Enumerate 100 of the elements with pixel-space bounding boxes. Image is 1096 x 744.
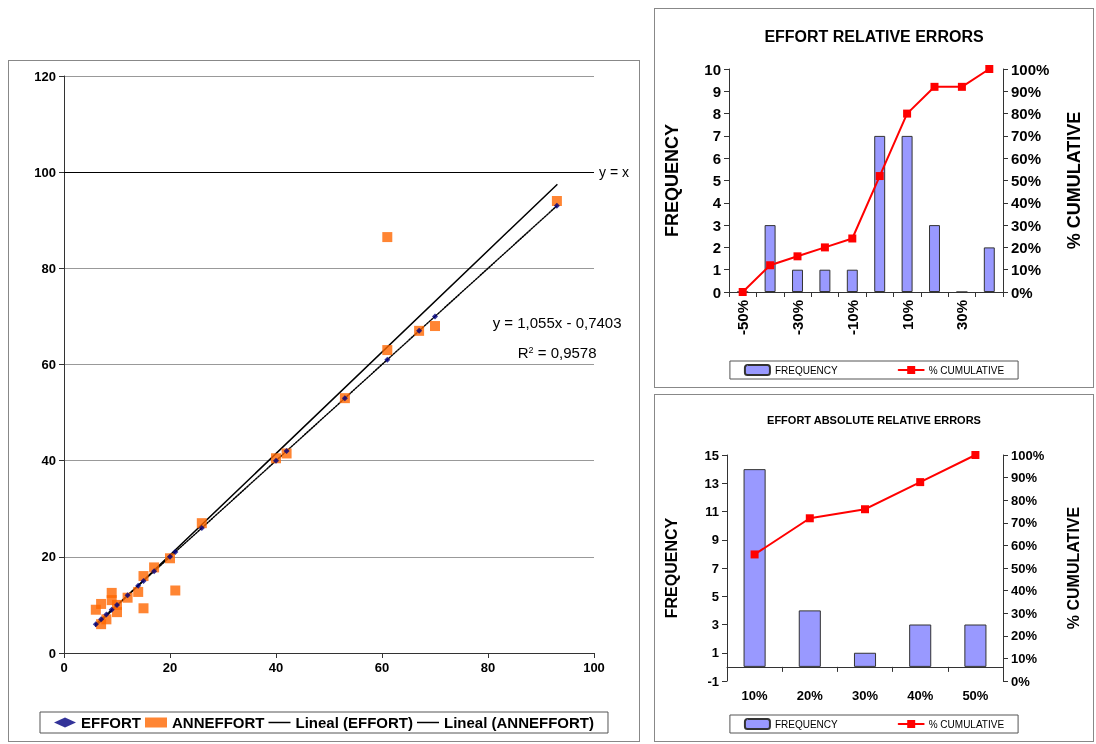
y-tick-label: 1 bbox=[711, 645, 719, 661]
y-tick-label: 120 bbox=[34, 68, 56, 84]
x-tick-label: 80 bbox=[480, 660, 496, 675]
legend-label: Lineal (EFFORT) bbox=[295, 714, 413, 731]
y-tick-label: 5 bbox=[712, 172, 721, 189]
point bbox=[432, 313, 438, 320]
point bbox=[151, 568, 158, 575]
y-tick-label: 11 bbox=[705, 504, 719, 519]
point bbox=[138, 603, 149, 614]
x-tick-label: 30% bbox=[953, 300, 971, 331]
x-tick-label: 10% bbox=[741, 688, 769, 703]
point bbox=[92, 621, 99, 628]
point bbox=[430, 321, 440, 332]
point bbox=[384, 356, 391, 363]
y2-tick-label: 20% bbox=[1011, 628, 1038, 644]
y2-tick-label: 10% bbox=[1011, 261, 1042, 279]
y2-tick-label: 90% bbox=[1011, 470, 1038, 486]
y-tick-label: 0 bbox=[712, 283, 721, 301]
y2-tick-label: 80% bbox=[1011, 492, 1038, 508]
point bbox=[805, 514, 814, 523]
y2-tick-label: 50% bbox=[1011, 560, 1038, 576]
y-tick-label: 20 bbox=[41, 549, 56, 565]
point bbox=[138, 571, 149, 582]
y-axis-title: FREQUENCY bbox=[662, 517, 680, 619]
legend-label: ANNEFFORT bbox=[172, 714, 265, 731]
point bbox=[170, 585, 181, 596]
point bbox=[124, 592, 131, 599]
x-tick-label: 100 bbox=[583, 660, 605, 675]
x-tick-label: -10% bbox=[843, 300, 861, 336]
y-tick-label: 3 bbox=[711, 617, 719, 632]
point bbox=[108, 606, 115, 613]
legend-label: EFFORT bbox=[81, 714, 142, 731]
legend-label: FREQUENCY bbox=[774, 364, 839, 376]
annotation: y = 1,055x - 0,7403 bbox=[492, 314, 622, 332]
point bbox=[196, 518, 207, 529]
point bbox=[903, 109, 912, 118]
point bbox=[957, 82, 966, 91]
y-tick-label: 0 bbox=[48, 645, 56, 661]
x-tick-label: 40% bbox=[907, 688, 934, 703]
point bbox=[273, 457, 279, 464]
point bbox=[98, 616, 105, 623]
ref-line-label: y = x bbox=[599, 164, 629, 181]
y2-tick-label: 60% bbox=[1011, 149, 1042, 167]
point bbox=[382, 345, 393, 356]
point bbox=[135, 582, 142, 589]
y2-tick-label: 50% bbox=[1011, 172, 1042, 189]
chart-title: EFFORT RELATIVE ERRORS bbox=[764, 27, 984, 45]
y-tick-label: 9 bbox=[711, 532, 719, 548]
point bbox=[133, 586, 144, 597]
x-tick-label: 50% bbox=[962, 688, 989, 703]
y2-tick-label: 90% bbox=[1011, 82, 1042, 100]
y2-tick-label: 40% bbox=[1011, 194, 1042, 212]
x-tick-label: -30% bbox=[789, 300, 806, 336]
x-tick-label: 10% bbox=[898, 300, 916, 331]
y2-axis-title: % CUMULATIVE bbox=[1064, 506, 1082, 630]
point bbox=[198, 524, 205, 531]
point bbox=[172, 549, 179, 556]
point bbox=[971, 451, 980, 459]
point bbox=[985, 65, 994, 73]
y2-tick-label: 70% bbox=[1011, 515, 1038, 531]
y-tick-label: 100 bbox=[34, 164, 56, 180]
y2-tick-label: 100% bbox=[1011, 60, 1050, 78]
y2-tick-label: 0% bbox=[1011, 283, 1033, 301]
point bbox=[750, 550, 759, 559]
legend-label: Lineal (ANNEFFORT) bbox=[443, 714, 594, 731]
y-tick-label: 15 bbox=[704, 447, 719, 463]
y-tick-label: 80 bbox=[41, 260, 56, 276]
y2-tick-label: 30% bbox=[1011, 605, 1038, 621]
point bbox=[930, 82, 939, 91]
legend-label: % CUMULATIVE bbox=[928, 718, 1005, 730]
legend-label: FREQUENCY bbox=[774, 718, 839, 730]
y2-tick-label: 70% bbox=[1011, 127, 1042, 145]
y-tick-label: -1 bbox=[707, 673, 719, 689]
y-tick-label: 9 bbox=[712, 82, 721, 100]
y2-tick-label: 80% bbox=[1011, 105, 1042, 123]
point bbox=[283, 448, 290, 455]
point bbox=[553, 202, 560, 209]
chart-title: EFFORT ABSOLUTE RELATIVE ERRORS bbox=[767, 413, 981, 426]
point bbox=[167, 553, 173, 560]
x-tick-label: -50% bbox=[734, 300, 752, 336]
y-tick-label: 2 bbox=[712, 238, 721, 256]
y-axis-title: FREQUENCY bbox=[662, 123, 682, 238]
y-tick-label: 10 bbox=[704, 60, 721, 78]
x-tick-label: 20 bbox=[162, 660, 178, 675]
x-tick-label: 20% bbox=[796, 688, 824, 703]
point bbox=[140, 577, 147, 584]
y2-tick-label: 60% bbox=[1011, 537, 1038, 553]
y-tick-label: 5 bbox=[711, 588, 719, 604]
y-tick-label: 6 bbox=[712, 149, 721, 167]
y-tick-label: 4 bbox=[712, 194, 722, 212]
y-tick-label: 8 bbox=[712, 105, 721, 123]
y2-tick-label: 30% bbox=[1011, 216, 1042, 234]
legend-label: % CUMULATIVE bbox=[928, 364, 1005, 376]
y-tick-label: 40 bbox=[41, 453, 56, 469]
point bbox=[916, 478, 925, 487]
point bbox=[861, 505, 869, 514]
y2-tick-label: 100% bbox=[1011, 447, 1045, 463]
x-tick-label: 0 bbox=[60, 660, 68, 675]
x-tick-label: 40 bbox=[268, 660, 284, 675]
point bbox=[820, 243, 829, 252]
